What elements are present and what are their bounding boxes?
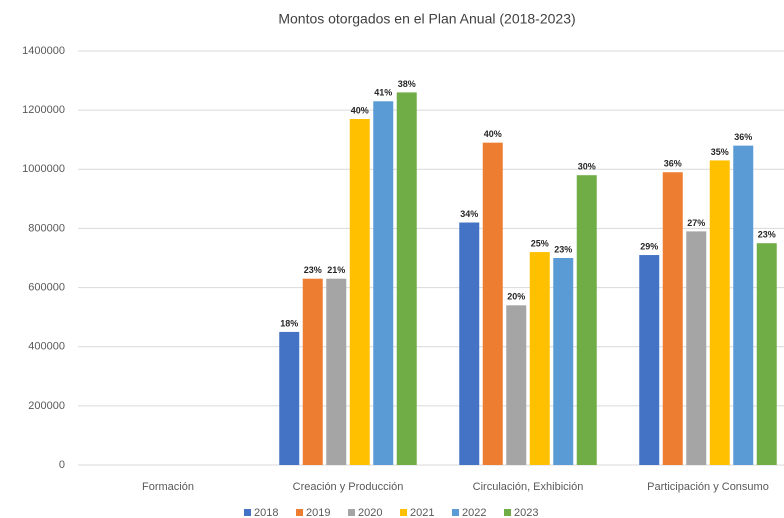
data-label: 40%: [351, 105, 369, 115]
legend-swatch: [348, 509, 355, 516]
bar: [576, 175, 597, 465]
bar: [639, 255, 660, 465]
bar: [302, 278, 323, 465]
bar: [733, 145, 754, 465]
bar: [709, 160, 730, 465]
bar: [553, 258, 574, 465]
bar: [349, 119, 370, 465]
bar: [279, 331, 300, 465]
y-tick-label: 1000000: [22, 163, 65, 175]
data-label: 40%: [484, 129, 502, 139]
x-tick-label: Formación: [142, 481, 194, 493]
data-label: 41%: [374, 88, 392, 98]
legend-swatch: [296, 509, 303, 516]
legend-label: 2021: [410, 507, 434, 518]
data-label: 23%: [304, 265, 322, 275]
data-label: 25%: [531, 238, 549, 248]
data-label: 34%: [460, 209, 478, 219]
y-tick-label: 1200000: [22, 104, 65, 116]
data-label: 38%: [398, 79, 416, 89]
y-tick-label: 200000: [28, 400, 65, 412]
data-label: 21%: [327, 265, 345, 275]
bar: [756, 243, 777, 465]
x-tick-label: Participación y Consumo: [647, 481, 769, 493]
legend-label: 2019: [306, 507, 330, 518]
legend-swatch: [244, 509, 251, 516]
data-label: 18%: [280, 318, 298, 328]
data-label: 23%: [554, 244, 572, 254]
y-tick-label: 400000: [28, 341, 65, 353]
bar: [459, 222, 480, 465]
x-tick-label: Circulación, Exhibición: [473, 481, 584, 493]
data-label: 36%: [664, 159, 682, 169]
data-label: 30%: [578, 162, 596, 172]
bar: [482, 142, 503, 465]
y-tick-label: 1400000: [22, 45, 65, 57]
chart-title: Montos otorgados en el Plan Anual (2018-…: [278, 11, 575, 27]
legend-label: 2023: [514, 507, 538, 518]
data-label: 29%: [640, 241, 658, 251]
x-tick-label: Creación y Producción: [293, 481, 404, 493]
y-tick-label: 600000: [28, 281, 65, 293]
bar: [662, 172, 683, 465]
bar: [529, 252, 550, 465]
legend-label: 2020: [358, 507, 382, 518]
bar: [373, 101, 394, 466]
bar: [396, 92, 417, 466]
legend-label: 2022: [462, 507, 486, 518]
legend-swatch: [400, 509, 407, 516]
bar: [686, 231, 707, 465]
data-label: 27%: [687, 218, 705, 228]
legend-swatch: [452, 509, 459, 516]
data-label: 20%: [507, 292, 525, 302]
legend-swatch: [504, 509, 511, 516]
data-label: 36%: [734, 132, 752, 142]
legend-label: 2018: [254, 507, 278, 518]
y-tick-label: 800000: [28, 222, 65, 234]
data-label: 35%: [711, 147, 729, 157]
bar: [506, 305, 527, 465]
data-label: 23%: [758, 230, 776, 240]
bar: [326, 278, 347, 465]
y-tick-label: 0: [59, 459, 65, 471]
